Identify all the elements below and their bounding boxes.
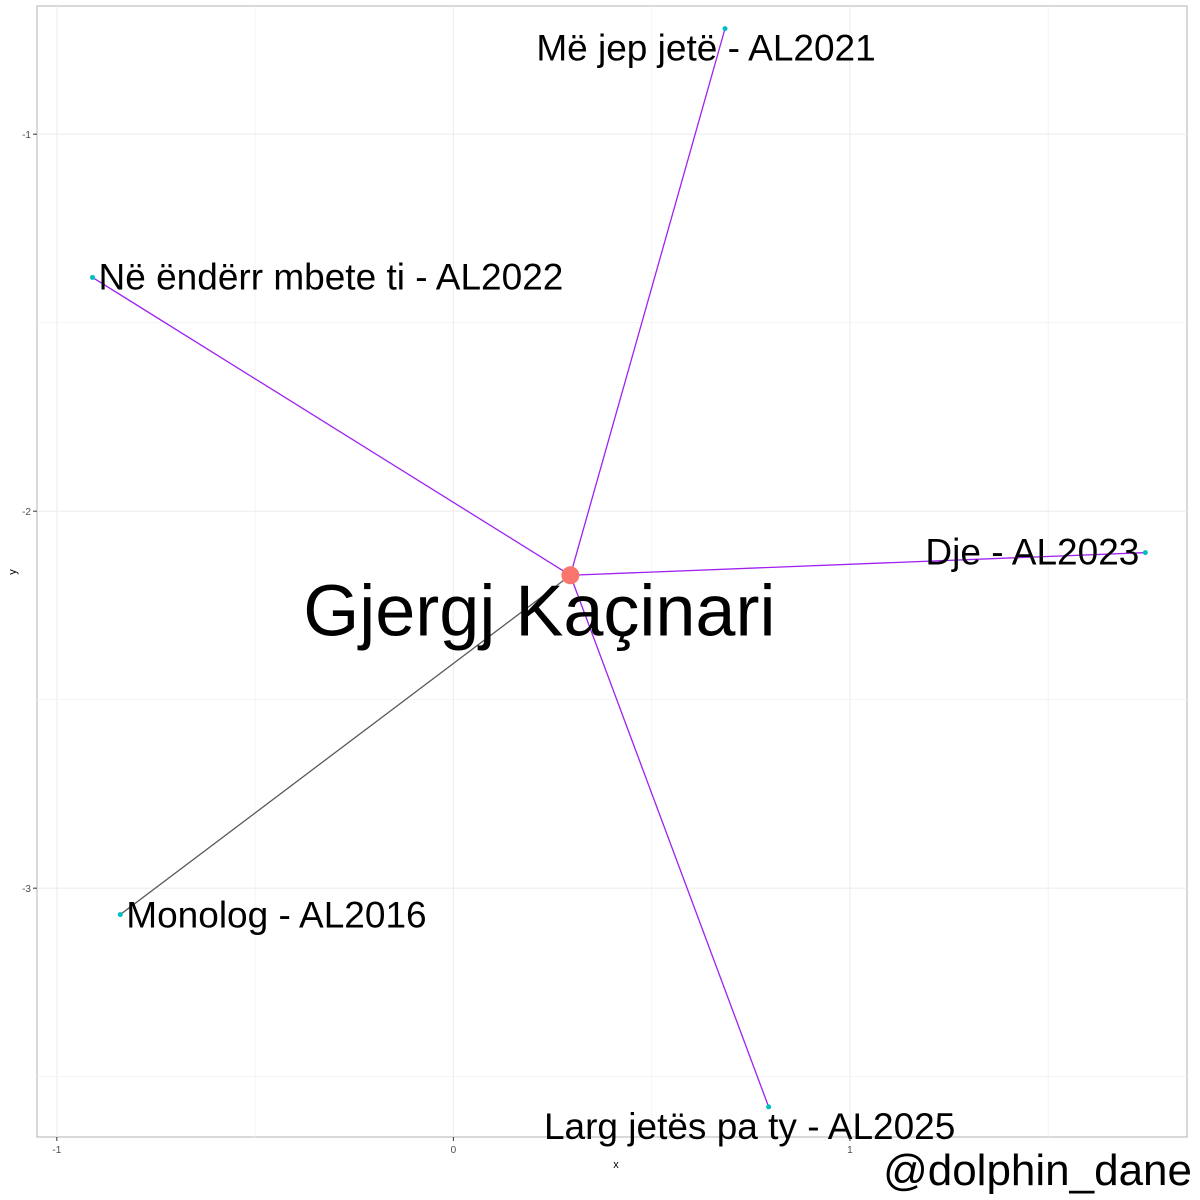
x-tick-label: 0 [451,1145,457,1156]
grid [37,6,1187,1137]
x-tick-label: -1 [52,1145,61,1156]
x-tick-label: 1 [847,1145,853,1156]
node-label: Dje - AL2023 [925,532,1139,573]
node-label: Larg jetës pa ty - AL2025 [544,1106,955,1147]
leaf-node-point [722,26,728,32]
leaf-node-point [1142,550,1148,556]
y-tick-label: -1 [22,130,31,141]
leaf-node-point [766,1104,772,1110]
plot-panel [36,5,1188,1138]
center-node-label: Gjergj Kaçinari [303,571,775,651]
y-tick-label: -2 [22,507,31,518]
edges [92,28,1146,1108]
leaf-node-point [117,912,123,918]
edge-line [92,276,571,576]
edge-line [119,574,571,916]
edge-line [569,28,726,576]
edge-line [569,575,770,1108]
leaf-node-point [90,274,96,280]
y-tick-label: -3 [22,884,31,895]
y-axis-title: y [7,569,19,575]
edge-line [570,552,1146,576]
center-node-point [561,566,580,585]
x-axis-title: x [613,1159,619,1171]
node-labels: Më jep jetë - AL2021 Në ëndërr mbete ti -… [99,28,1140,1147]
credit-text: @dolphin_dane [883,1146,1192,1195]
node-label: Monolog - AL2016 [126,895,426,936]
points [90,26,1148,1110]
node-label: Në ëndërr mbete ti - AL2022 [99,256,564,297]
axis-ticks: -1 0 1 -1 -2 -3 [22,130,853,1156]
node-label: Më jep jetë - AL2021 [536,28,875,69]
